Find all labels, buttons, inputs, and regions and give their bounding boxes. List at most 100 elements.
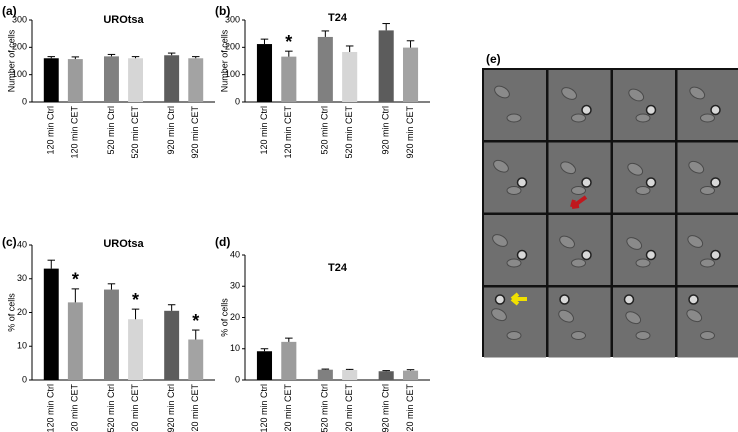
y-tick-label: 30 [17, 273, 27, 283]
panel-label: (e) [486, 52, 501, 66]
x-tick-label: 120 min Ctrl [46, 384, 56, 432]
cell-body [571, 186, 586, 195]
rounded-cell [494, 294, 506, 305]
cell-body [571, 113, 586, 123]
cell-body [561, 87, 577, 100]
yellow-arrow [510, 292, 527, 306]
cell-body [627, 162, 644, 176]
bar [128, 58, 144, 102]
y-tick-label: 20 [17, 307, 27, 317]
rounded-cell [710, 249, 721, 261]
cell-body [689, 86, 706, 100]
x-tick-label: 120 min Ctrl [46, 106, 56, 155]
cell-body [626, 237, 643, 250]
panel-label: (c) [2, 235, 17, 249]
bar [67, 302, 83, 380]
x-tick-label: 120 min CET [70, 106, 80, 159]
x-tick-label: 920 min Ctrl [166, 384, 176, 432]
bar [342, 51, 358, 102]
chart-title: UROtsa [103, 238, 144, 250]
chart-title: T24 [328, 12, 348, 24]
x-tick-label: 920 min CET [405, 106, 415, 159]
x-tick-label: 920 min Ctrl [381, 106, 391, 155]
y-tick-label: 40 [17, 239, 27, 249]
rounded-cell [559, 294, 570, 305]
y-axis-label: % of cells [219, 298, 229, 337]
y-tick-label: 0 [22, 374, 27, 384]
cell-body [687, 235, 704, 248]
x-tick-label: 920 min CET [190, 106, 200, 159]
bar [164, 55, 180, 102]
cell-body [506, 331, 522, 340]
rounded-cell [516, 249, 528, 261]
cell-body [700, 331, 715, 340]
x-tick-label: 520 min CET [130, 384, 140, 432]
cell-frame [613, 287, 675, 358]
cell-frame [677, 142, 738, 213]
rounded-cell [710, 104, 721, 116]
cell-body [492, 234, 508, 247]
cell-body [494, 85, 510, 99]
bar [402, 47, 419, 102]
rounded-cell [688, 294, 699, 305]
x-tick-label: 920 min Ctrl [381, 384, 391, 432]
rounded-cell [710, 177, 721, 188]
panel-label: (a) [2, 4, 17, 18]
cell-body [700, 258, 715, 268]
cell-frame [548, 287, 611, 358]
bar [378, 371, 394, 380]
cell-body [628, 88, 645, 102]
y-tick-label: 300 [12, 14, 27, 24]
x-tick-label: 520 min CET [344, 384, 354, 432]
significance-marker: * [285, 32, 292, 52]
x-tick-label: 520 min CET [344, 106, 354, 159]
cell-frame [548, 215, 611, 285]
y-tick-label: 20 [230, 312, 240, 322]
x-tick-label: 520 min Ctrl [106, 384, 116, 432]
cell-body [686, 309, 703, 323]
bar [67, 59, 83, 102]
rounded-cell [581, 177, 592, 188]
bar [103, 289, 119, 380]
cell-body [506, 258, 522, 268]
panel-label: (d) [215, 235, 230, 249]
cell-body [700, 186, 715, 195]
bar [317, 36, 333, 102]
cell-body [635, 186, 651, 195]
panel-label: (b) [215, 4, 230, 18]
x-tick-label: 120 min Ctrl [259, 106, 269, 155]
y-tick-label: 300 [225, 14, 240, 24]
cell-frame [677, 215, 738, 285]
rounded-cell [623, 294, 635, 305]
y-axis-label: Number of cells [6, 29, 16, 92]
cell-frame [484, 70, 546, 140]
bar [317, 369, 333, 380]
x-tick-label: 520 min Ctrl [320, 384, 330, 432]
y-tick-label: 30 [230, 281, 240, 291]
x-tick-label: 920 min Ctrl [166, 106, 176, 155]
x-tick-label: 920 min CET [190, 384, 200, 432]
x-tick-label: 120 min CET [70, 384, 80, 432]
bar [188, 339, 204, 380]
bar [43, 58, 59, 102]
bar [281, 341, 297, 380]
microscopy-grid [482, 68, 738, 358]
bar [402, 370, 419, 380]
chart-title: UROtsa [103, 14, 144, 26]
y-tick-label: 40 [230, 249, 240, 259]
cell-body [558, 309, 574, 323]
cell-body [560, 161, 576, 175]
cell-frame [613, 215, 675, 285]
bar [188, 58, 204, 102]
cell-frame [677, 287, 738, 358]
rounded-cell [645, 104, 657, 116]
y-tick-label: 100 [12, 69, 27, 79]
bar [281, 56, 297, 102]
cell-frame [548, 70, 611, 140]
bar [43, 268, 59, 380]
bar [164, 310, 180, 380]
cell-frame [484, 142, 546, 213]
rounded-cell [645, 249, 657, 261]
bar [256, 351, 273, 380]
